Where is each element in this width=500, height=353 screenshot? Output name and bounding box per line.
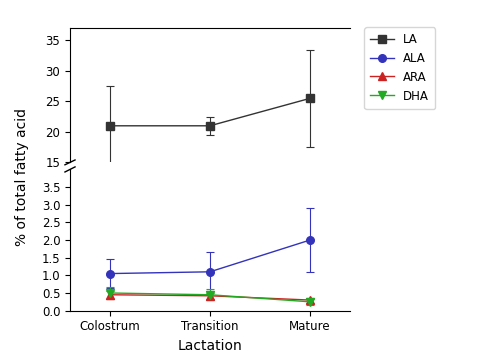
X-axis label: Lactation: Lactation	[178, 339, 242, 353]
Text: % of total fatty acid: % of total fatty acid	[15, 108, 29, 245]
Legend: LA, ALA, ARA, DHA: LA, ALA, ARA, DHA	[364, 28, 435, 109]
